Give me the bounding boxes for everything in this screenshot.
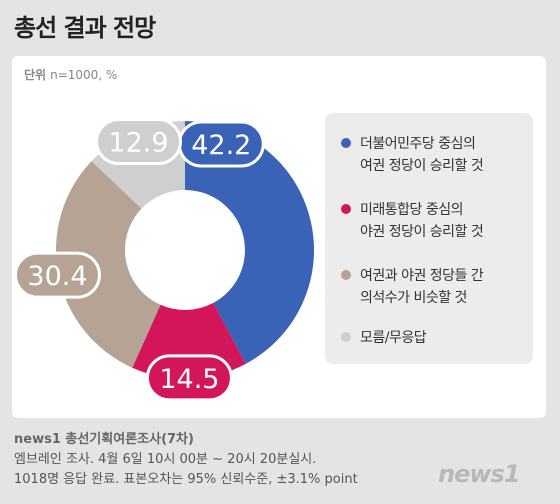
source-line-2: 1018명 응답 완료. 표본오차는 95% 신뢰수준, ±3.1% point: [14, 472, 358, 487]
value-text-opposition: 14.5: [159, 364, 219, 395]
value-text-no-answer: 12.9: [108, 128, 168, 159]
value-badge-opposition: [145, 354, 233, 402]
legend-dot-opposition: [341, 204, 351, 214]
value-text-ruling: 42.2: [191, 130, 251, 161]
donut-chart: 42.2 14.5 30.4 12.9: [13, 118, 314, 402]
legend-item-opposition: 미래통합당 중심의 야권 정당이 승리할 것: [341, 199, 530, 243]
source-title: news1 총선기획여론조사(7차): [14, 432, 194, 447]
value-label-opposition: 14.5: [145, 354, 233, 402]
value-label-even: 30.4: [13, 251, 101, 299]
legend-item-ruling: 더불어민주당 중심의 여권 정당이 승리할 것: [341, 133, 530, 177]
value-label-ruling: 42.2: [177, 120, 265, 168]
donut-slice-even: [55, 161, 161, 368]
legend-label-no-answer: 모름/무응답: [360, 330, 427, 346]
legend-dot-ruling: [341, 138, 351, 148]
value-label-no-answer: 12.9: [94, 118, 182, 166]
legend-item-no-answer: 모름/무응답: [341, 327, 530, 349]
legend-item-even: 여권과 야권 정당들 간 의석수가 비슷할 것: [341, 265, 530, 309]
value-text-even: 30.4: [27, 261, 87, 292]
source-line-1: 엠브레인 조사. 4월 6일 10시 00분 ~ 20시 20분실시.: [14, 452, 317, 467]
news1-logo: news1: [438, 460, 521, 488]
value-badge-even: [13, 251, 101, 299]
legend-label-ruling: 더불어민주당 중심의 여권 정당이 승리할 것: [360, 136, 484, 174]
legend-dot-no-answer: [341, 332, 351, 342]
unit-text: n=1000, %: [50, 68, 118, 82]
chart-legend: 더불어민주당 중심의 여권 정당이 승리할 것 미래통합당 중심의 야권 정당이 승…: [325, 113, 533, 364]
page-title: 총선 결과 전망: [14, 14, 156, 42]
legend-label-even: 여권과 야권 정당들 간 의석수가 비슷할 것: [360, 268, 484, 306]
source-note: news1 총선기획여론조사(7차) 엠브레인 조사. 4월 6일 10시 00…: [14, 430, 358, 490]
chart-card: 단위 n=1000, % 42.2 14.5 30.4 12.9 더불어민주당 중심의 여…: [12, 56, 546, 418]
unit-label: 단위 n=1000, %: [24, 66, 117, 83]
legend-dot-even: [341, 270, 351, 280]
legend-label-opposition: 미래통합당 중심의 야권 정당이 승리할 것: [360, 202, 484, 240]
donut-slice-ruling: [185, 121, 314, 364]
value-badge-no-answer: [94, 118, 182, 166]
unit-title: 단위: [24, 68, 47, 82]
